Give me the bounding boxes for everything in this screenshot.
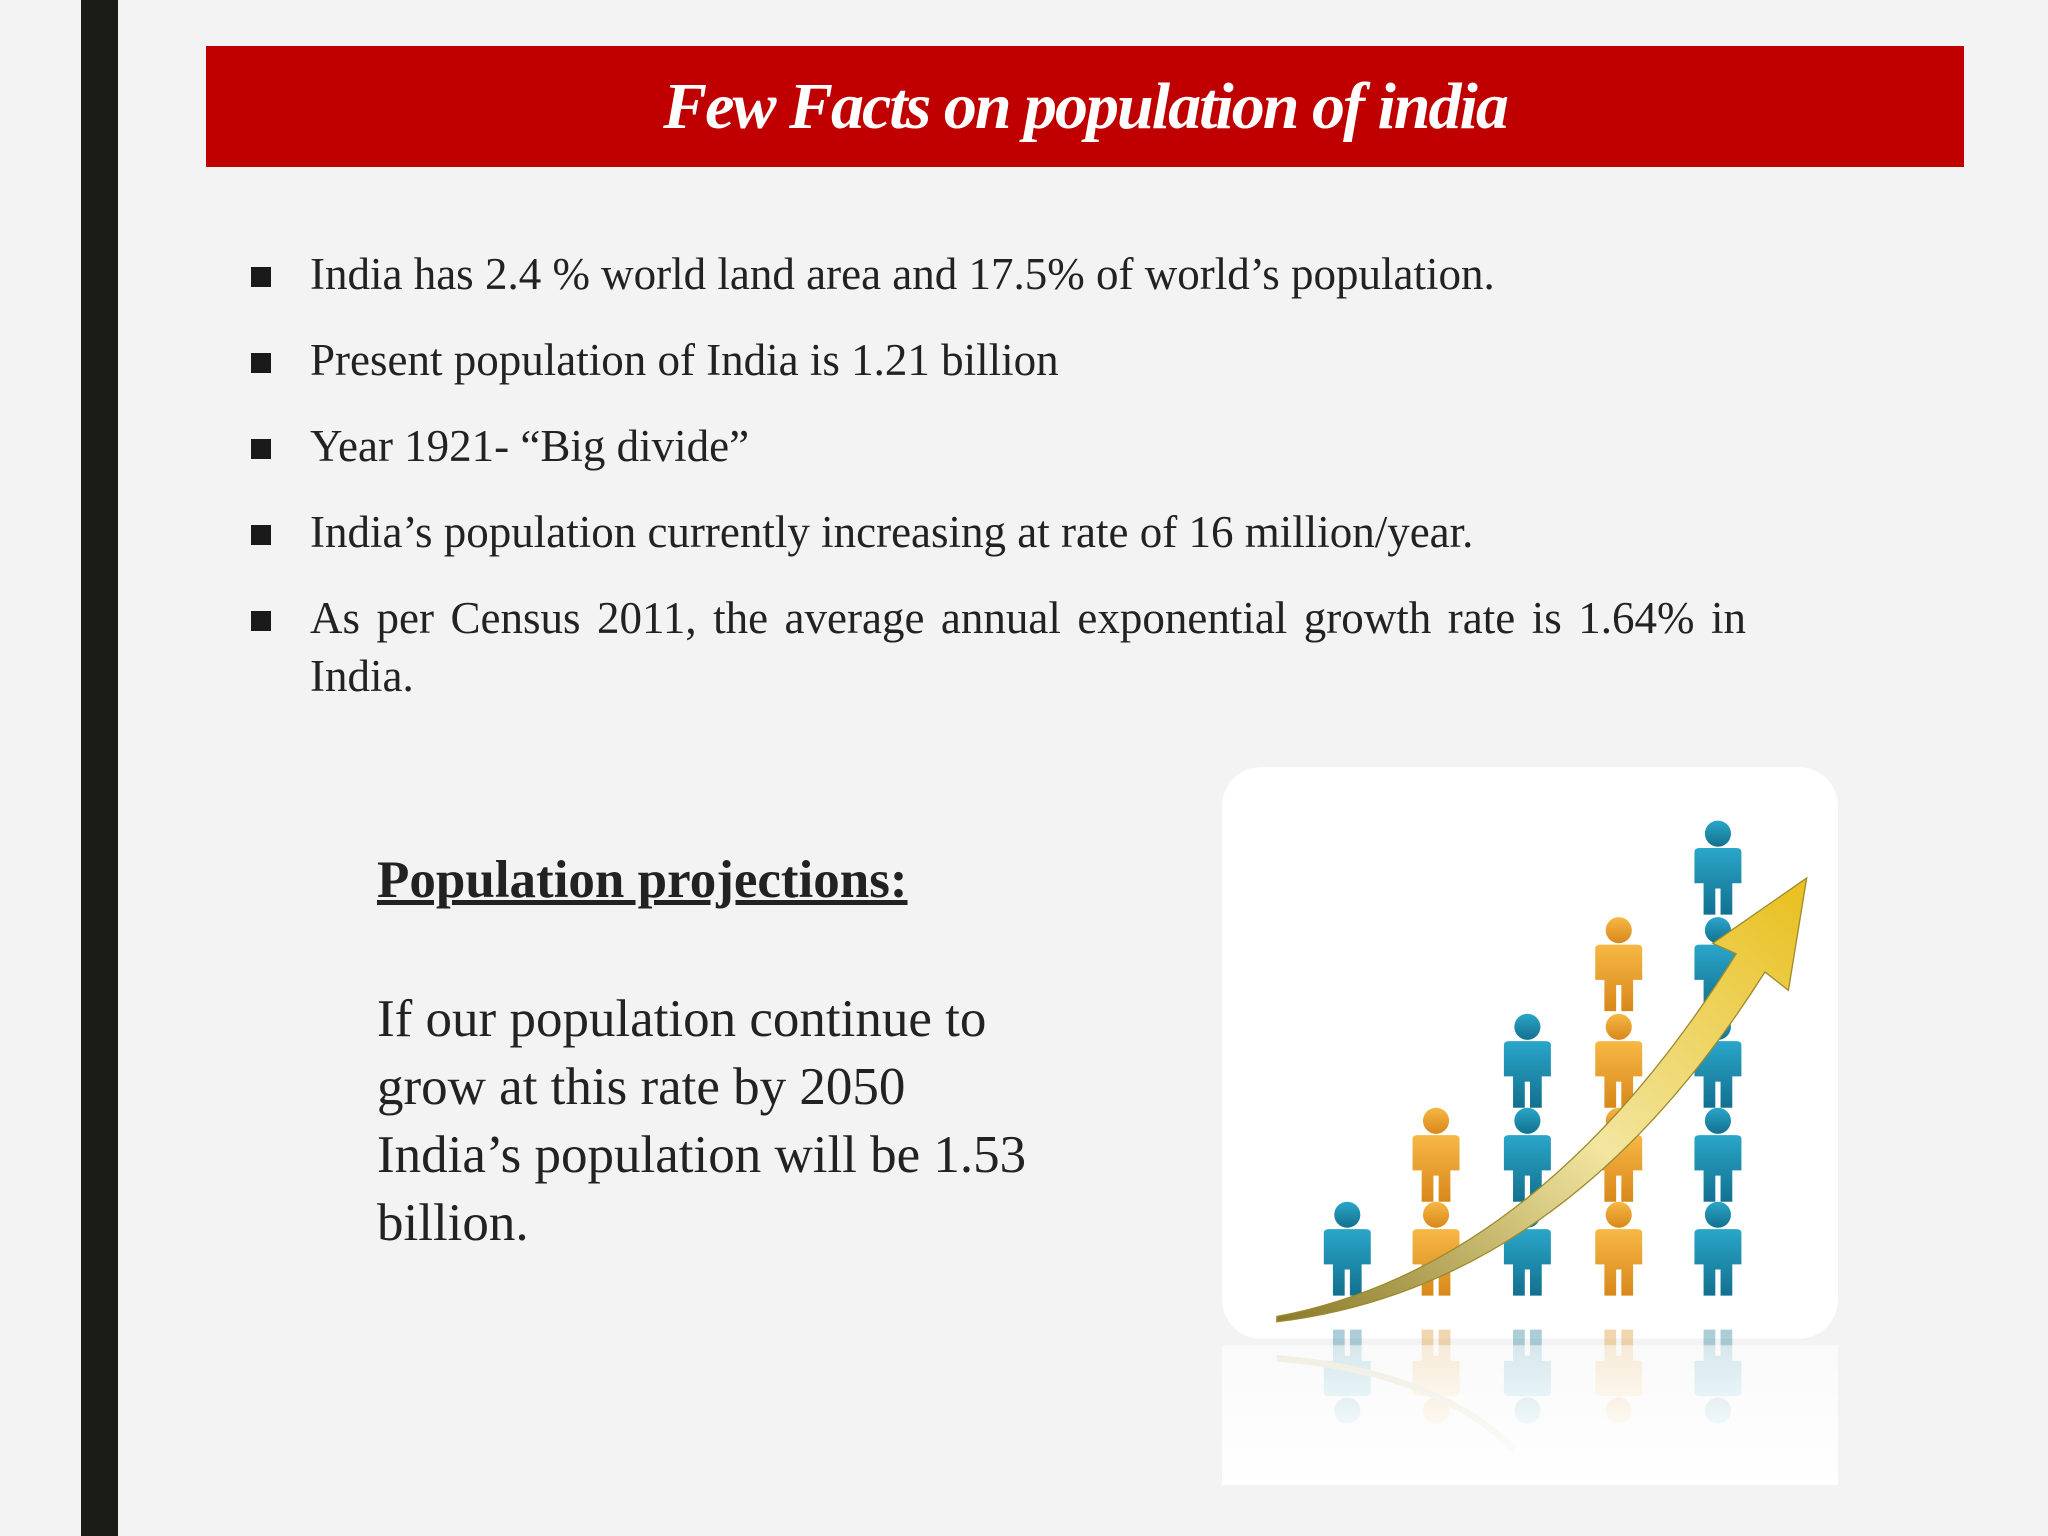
bullet: India’s population currently increasing … [246,503,1746,561]
bullet: Year 1921- “Big divide” [246,417,1746,475]
text-line: grow at this rate by 2050 [377,1058,906,1116]
text-line: billion. [377,1194,529,1252]
bullet: India has 2.4 % world land area and 17.5… [246,245,1746,303]
side-bar [81,0,118,1536]
text-line: If our population continue to [377,990,987,1048]
text-line: India’s population will be 1.53 [377,1126,1027,1184]
projections-text: If our population continue to grow at th… [377,985,1026,1257]
growth-illustration [1222,767,1838,1485]
header: Few Facts on population of india [206,46,1964,167]
bullet-list: India has 2.4 % world land area and 17.5… [246,245,1746,705]
projections-heading: Population projections: [377,851,908,909]
growth-arrow [1276,876,1808,1323]
bullet: Present population of India is 1.21 bill… [246,331,1746,389]
reflection-fade [1222,1345,1838,1485]
title: Few Facts on population of india [663,69,1509,143]
bullet: As per Census 2011, the average annual e… [246,589,1746,705]
